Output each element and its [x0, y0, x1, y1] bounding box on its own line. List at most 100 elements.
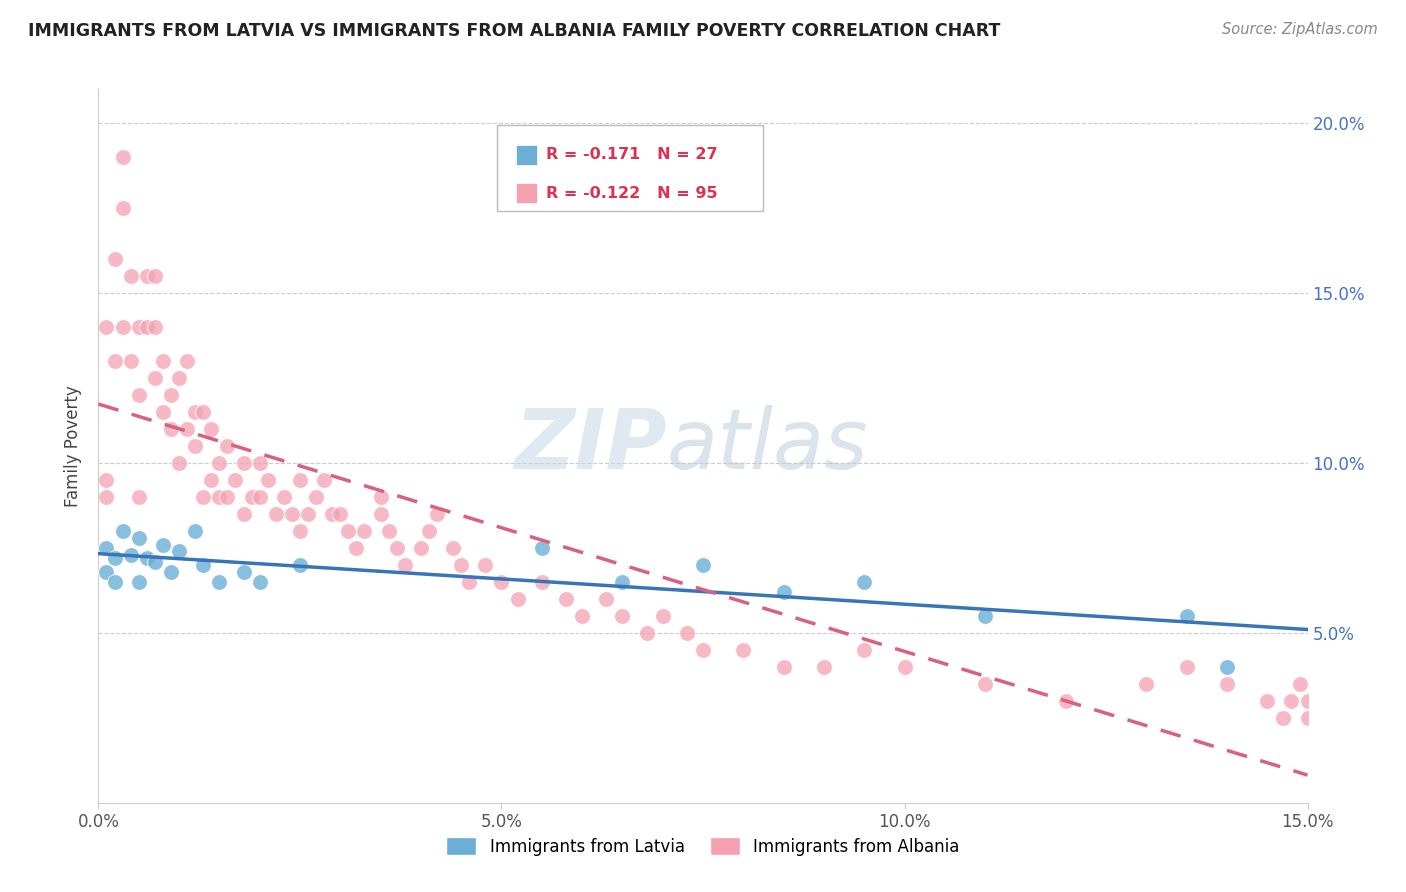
Point — [491, 574, 513, 589]
Point — [692, 643, 714, 657]
Point — [96, 490, 118, 504]
Point — [288, 558, 311, 572]
Point — [232, 507, 254, 521]
Point — [160, 565, 183, 579]
Point — [111, 320, 134, 334]
Point — [249, 456, 271, 470]
Point — [555, 591, 578, 606]
Point — [111, 524, 134, 538]
Point — [1216, 677, 1239, 691]
Point — [200, 473, 222, 487]
Point — [184, 439, 207, 453]
Point — [571, 608, 593, 623]
Point — [612, 574, 634, 589]
Point — [160, 422, 183, 436]
Point — [385, 541, 408, 555]
Point — [329, 507, 352, 521]
Point — [193, 558, 215, 572]
Text: atlas: atlas — [666, 406, 869, 486]
Point — [193, 490, 215, 504]
Point — [530, 541, 553, 555]
Point — [128, 320, 150, 334]
Point — [256, 473, 278, 487]
Point — [314, 473, 336, 487]
Point — [96, 565, 118, 579]
Point — [217, 439, 239, 453]
Point — [96, 320, 118, 334]
Text: R = -0.122   N = 95: R = -0.122 N = 95 — [546, 186, 717, 201]
Point — [733, 643, 755, 657]
Point — [152, 405, 174, 419]
Point — [281, 507, 304, 521]
Point — [506, 591, 529, 606]
Point — [264, 507, 287, 521]
Point — [853, 574, 876, 589]
Point — [103, 574, 125, 589]
Point — [152, 354, 174, 368]
Point — [853, 643, 876, 657]
Point — [353, 524, 375, 538]
Point — [458, 574, 481, 589]
Point — [273, 490, 295, 504]
Point — [1296, 694, 1319, 708]
Point — [1175, 608, 1198, 623]
Point — [344, 541, 367, 555]
Point — [120, 548, 142, 562]
Point — [772, 585, 794, 599]
Point — [208, 574, 231, 589]
Point — [288, 473, 311, 487]
Point — [135, 320, 157, 334]
Point — [636, 626, 658, 640]
Point — [409, 541, 432, 555]
Point — [120, 269, 142, 284]
Point — [1216, 660, 1239, 674]
Point — [103, 354, 125, 368]
Point — [184, 405, 207, 419]
Point — [441, 541, 464, 555]
Point — [813, 660, 835, 674]
Point — [167, 371, 190, 385]
Point — [167, 456, 190, 470]
Point — [1281, 694, 1303, 708]
Point — [176, 354, 198, 368]
Y-axis label: Family Poverty: Family Poverty — [65, 385, 83, 507]
Point — [167, 544, 190, 558]
Text: R = -0.171   N = 27: R = -0.171 N = 27 — [546, 147, 717, 162]
Point — [370, 490, 392, 504]
Point — [612, 608, 634, 623]
Point — [321, 507, 343, 521]
Point — [96, 473, 118, 487]
Point — [232, 456, 254, 470]
Point — [160, 388, 183, 402]
Point — [208, 456, 231, 470]
Point — [249, 574, 271, 589]
Point — [1288, 677, 1310, 691]
Point — [1054, 694, 1077, 708]
Point — [450, 558, 472, 572]
Point — [152, 537, 174, 551]
Point — [370, 507, 392, 521]
Point — [1296, 711, 1319, 725]
Point — [143, 320, 166, 334]
Point — [184, 524, 207, 538]
Point — [530, 574, 553, 589]
Point — [103, 252, 125, 266]
Bar — [516, 145, 537, 165]
Text: ZIP: ZIP — [515, 406, 666, 486]
Point — [595, 591, 617, 606]
Point — [200, 422, 222, 436]
Point — [128, 531, 150, 545]
Point — [893, 660, 915, 674]
Point — [418, 524, 440, 538]
Point — [288, 524, 311, 538]
Point — [176, 422, 198, 436]
Point — [143, 555, 166, 569]
Point — [143, 269, 166, 284]
Legend: Immigrants from Latvia, Immigrants from Albania: Immigrants from Latvia, Immigrants from … — [440, 830, 966, 863]
FancyBboxPatch shape — [498, 125, 763, 211]
Point — [111, 150, 134, 164]
Text: Source: ZipAtlas.com: Source: ZipAtlas.com — [1222, 22, 1378, 37]
Point — [974, 677, 997, 691]
Point — [143, 371, 166, 385]
Point — [377, 524, 399, 538]
